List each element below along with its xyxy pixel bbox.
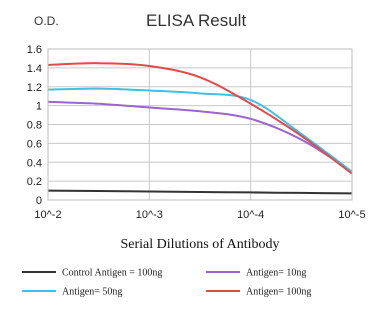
y-tick-labels: 0 0.2 0.4 0.6 0.8 1 1.2 1.4 1.6 xyxy=(27,44,42,207)
y-tick-label: 0.6 xyxy=(27,138,42,150)
series-line-2 xyxy=(47,87,353,173)
y-tick-label: 1 xyxy=(36,101,42,113)
y-tick-label: 1.4 xyxy=(27,63,42,75)
legend-label-0: Control Antigen = 100ng xyxy=(62,268,162,279)
y-tick-label: 0.4 xyxy=(27,157,42,169)
legend-label-3: Antigen= 100ng xyxy=(246,287,311,298)
series-lines xyxy=(47,62,353,195)
x-tick-label: 10^-2 xyxy=(34,209,61,221)
x-tick-labels: 10^-2 10^-3 10^-4 10^-5 xyxy=(34,209,365,221)
y-tick-label: 0 xyxy=(36,195,42,207)
legend-label-2: Antigen= 50ng xyxy=(62,287,122,298)
y-tick-label: 0.2 xyxy=(27,176,42,188)
x-tick-label: 10^-3 xyxy=(136,209,163,221)
series-line-3 xyxy=(47,62,353,175)
x-axis-title: Serial Dilutions of Antibody xyxy=(120,237,279,252)
y-tick-label: 0.8 xyxy=(27,120,42,132)
x-tick-label: 10^-5 xyxy=(338,209,365,221)
y-tick-label: 1.6 xyxy=(27,44,42,56)
plot-frame xyxy=(47,48,353,201)
chart-title: ELISA Result xyxy=(146,11,246,30)
legend: Control Antigen = 100ng Antigen= 10ng Anti… xyxy=(22,268,311,298)
y-tick-label: 1.2 xyxy=(27,82,42,94)
x-tick-label: 10^-4 xyxy=(237,209,264,221)
series-line-0 xyxy=(47,189,353,195)
series-line-1 xyxy=(47,100,353,173)
legend-label-1: Antigen= 10ng xyxy=(246,268,306,279)
y-axis-title: O.D. xyxy=(34,14,59,28)
